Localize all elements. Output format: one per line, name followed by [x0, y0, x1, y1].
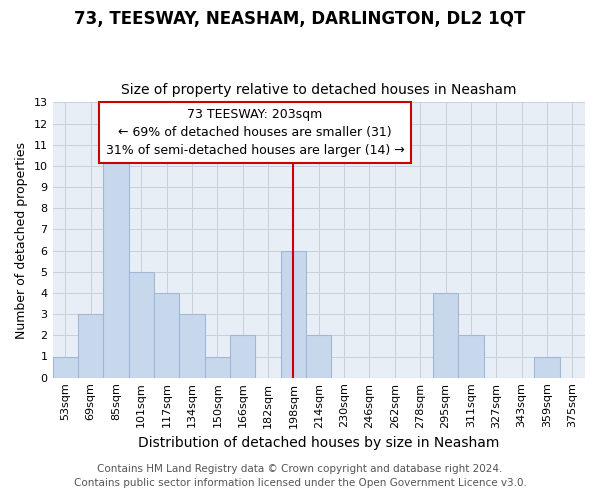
Bar: [78, 314, 103, 378]
Y-axis label: Number of detached properties: Number of detached properties: [15, 142, 28, 338]
Text: Contains HM Land Registry data © Crown copyright and database right 2024.
Contai: Contains HM Land Registry data © Crown c…: [74, 464, 526, 487]
Bar: [179, 314, 205, 378]
Bar: [433, 293, 458, 378]
Bar: [281, 250, 306, 378]
Bar: [534, 356, 560, 378]
Title: Size of property relative to detached houses in Neasham: Size of property relative to detached ho…: [121, 83, 517, 97]
Bar: [230, 336, 256, 378]
Bar: [306, 336, 331, 378]
Bar: [53, 356, 78, 378]
Bar: [103, 144, 128, 378]
Bar: [128, 272, 154, 378]
Bar: [205, 356, 230, 378]
X-axis label: Distribution of detached houses by size in Neasham: Distribution of detached houses by size …: [138, 436, 499, 450]
Text: 73 TEESWAY: 203sqm
← 69% of detached houses are smaller (31)
31% of semi-detache: 73 TEESWAY: 203sqm ← 69% of detached hou…: [106, 108, 404, 157]
Bar: [458, 336, 484, 378]
Bar: [154, 293, 179, 378]
Text: 73, TEESWAY, NEASHAM, DARLINGTON, DL2 1QT: 73, TEESWAY, NEASHAM, DARLINGTON, DL2 1Q…: [74, 10, 526, 28]
